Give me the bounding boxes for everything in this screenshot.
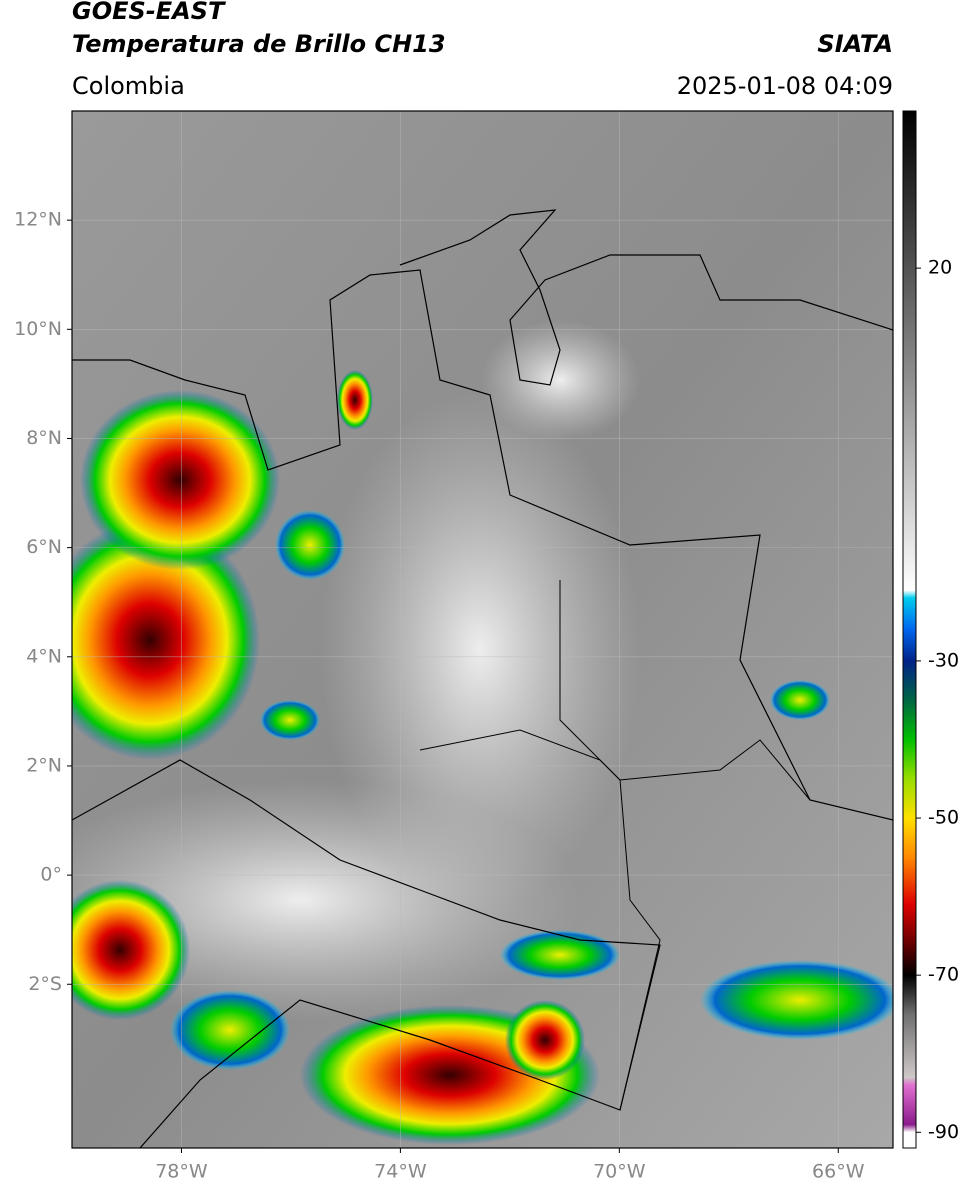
map-frame: [71, 110, 894, 1149]
convection: [170, 990, 290, 1070]
convection: [72, 520, 260, 760]
datetime: 2025-01-08 04:09: [677, 72, 893, 100]
y-tick-label: 8°N: [26, 427, 62, 449]
cloud: [480, 320, 640, 440]
convection: [72, 880, 190, 1020]
colorbar-tick-label: -30: [928, 649, 959, 671]
title: GOES-EAST: [72, 0, 226, 25]
colorbar-tick-label: -50: [928, 807, 959, 829]
graticule: [72, 111, 893, 1148]
convection: [770, 680, 830, 720]
subtitle: Temperatura de Brillo CH13: [72, 30, 446, 58]
y-tick-label: 12°N: [14, 209, 62, 231]
convection: [700, 960, 893, 1040]
y-tick-label: 6°N: [26, 536, 62, 558]
source: SIATA: [817, 30, 893, 58]
y-tick-label: 0°: [40, 864, 62, 886]
y-tick-label: 10°N: [14, 318, 62, 340]
border: [72, 269, 893, 821]
border: [559, 580, 811, 801]
colorbar-tick-label: -90: [928, 1121, 959, 1143]
coastline: [399, 209, 893, 386]
x-tick-label: 78°W: [155, 1161, 208, 1183]
cloud: [72, 780, 580, 1020]
convection: [275, 510, 345, 580]
y-tick-label: 2°N: [26, 754, 62, 776]
y-tick-label: 2°S: [28, 973, 62, 995]
colorbar: [902, 110, 917, 1149]
colorbar-tick-label: -70: [928, 964, 959, 986]
region: Colombia: [72, 72, 185, 100]
convection: [80, 390, 280, 570]
x-tick-label: 70°W: [593, 1161, 646, 1183]
colorbar-tick-label: 20: [928, 257, 952, 279]
border: [72, 759, 661, 1148]
x-tick-label: 74°W: [374, 1161, 427, 1183]
x-tick-label: 66°W: [812, 1161, 865, 1183]
convection: [260, 700, 320, 740]
cloud: [320, 390, 640, 910]
convection: [505, 1000, 585, 1080]
satellite-image: [72, 111, 893, 1148]
convection: [500, 930, 620, 980]
convection: [337, 370, 373, 430]
y-tick-label: 4°N: [26, 645, 62, 667]
